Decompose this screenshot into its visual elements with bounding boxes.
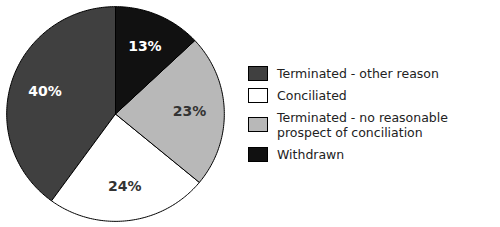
svg-text:40%: 40% [28,83,62,99]
svg-text:24%: 24% [108,178,142,194]
svg-text:13%: 13% [128,38,162,54]
html-text:Withdrawn: Withdrawn [277,146,345,162]
html-text:Terminated - other reason: Terminated - other reason [277,65,439,81]
html-text:Terminated - no reasonable pro: Terminated - no reasonable prospect of c… [277,109,448,140]
svg-text:23%: 23% [173,103,207,119]
html-text:Conciliated: Conciliated [277,87,347,103]
